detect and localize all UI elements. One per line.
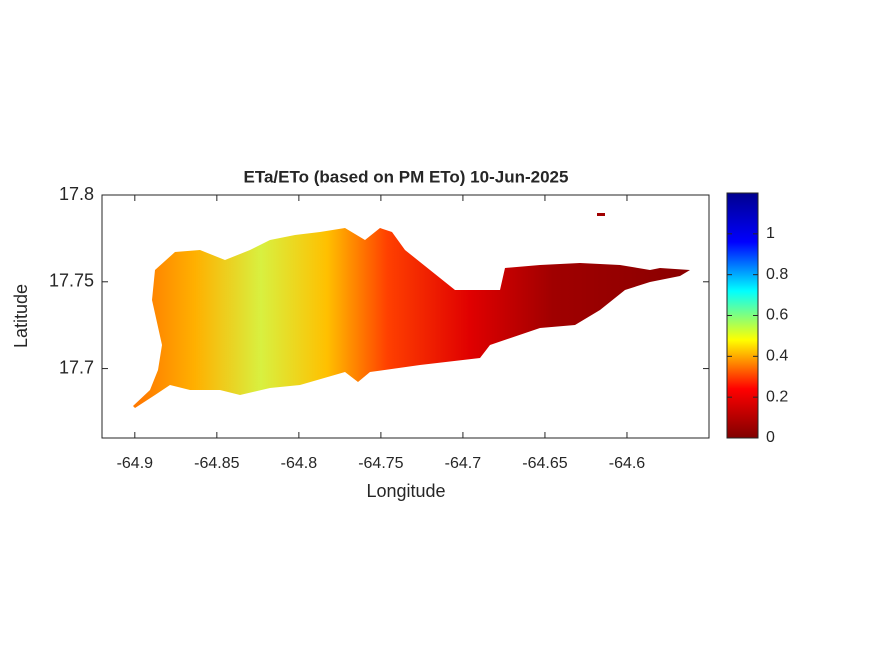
colorbar-tick-label: 0.4 [766, 348, 788, 365]
x-tick-label: -64.65 [522, 455, 567, 472]
colorbar-tick-label: 0.2 [766, 388, 788, 405]
x-tick-label: -64.9 [117, 455, 154, 472]
y-tick-label: 17.8 [59, 184, 94, 204]
axes-box [101, 194, 710, 439]
x-tick-label: -64.8 [281, 455, 318, 472]
x-tick-label: -64.7 [445, 455, 482, 472]
y-axis-label: Latitude [11, 284, 31, 348]
colorbar [727, 193, 758, 438]
x-tick-label: -64.85 [194, 455, 239, 472]
colorbar-tick-label: 0.8 [766, 266, 788, 283]
island [133, 228, 690, 408]
chart-title: ETa/ETo (based on PM ETo) 10-Jun-2025 [244, 167, 569, 186]
x-axis-label: Longitude [366, 481, 445, 501]
colorbar-tick-label: 0 [766, 429, 775, 446]
y-tick-label: 17.7 [59, 357, 94, 377]
islet [597, 213, 605, 216]
x-tick-label: -64.6 [609, 455, 646, 472]
x-tick-label: -64.75 [358, 455, 403, 472]
y-tick-label: 17.75 [49, 271, 94, 291]
colorbar-tick-label: 1 [766, 225, 775, 242]
colorbar-tick-label: 0.6 [766, 307, 788, 324]
